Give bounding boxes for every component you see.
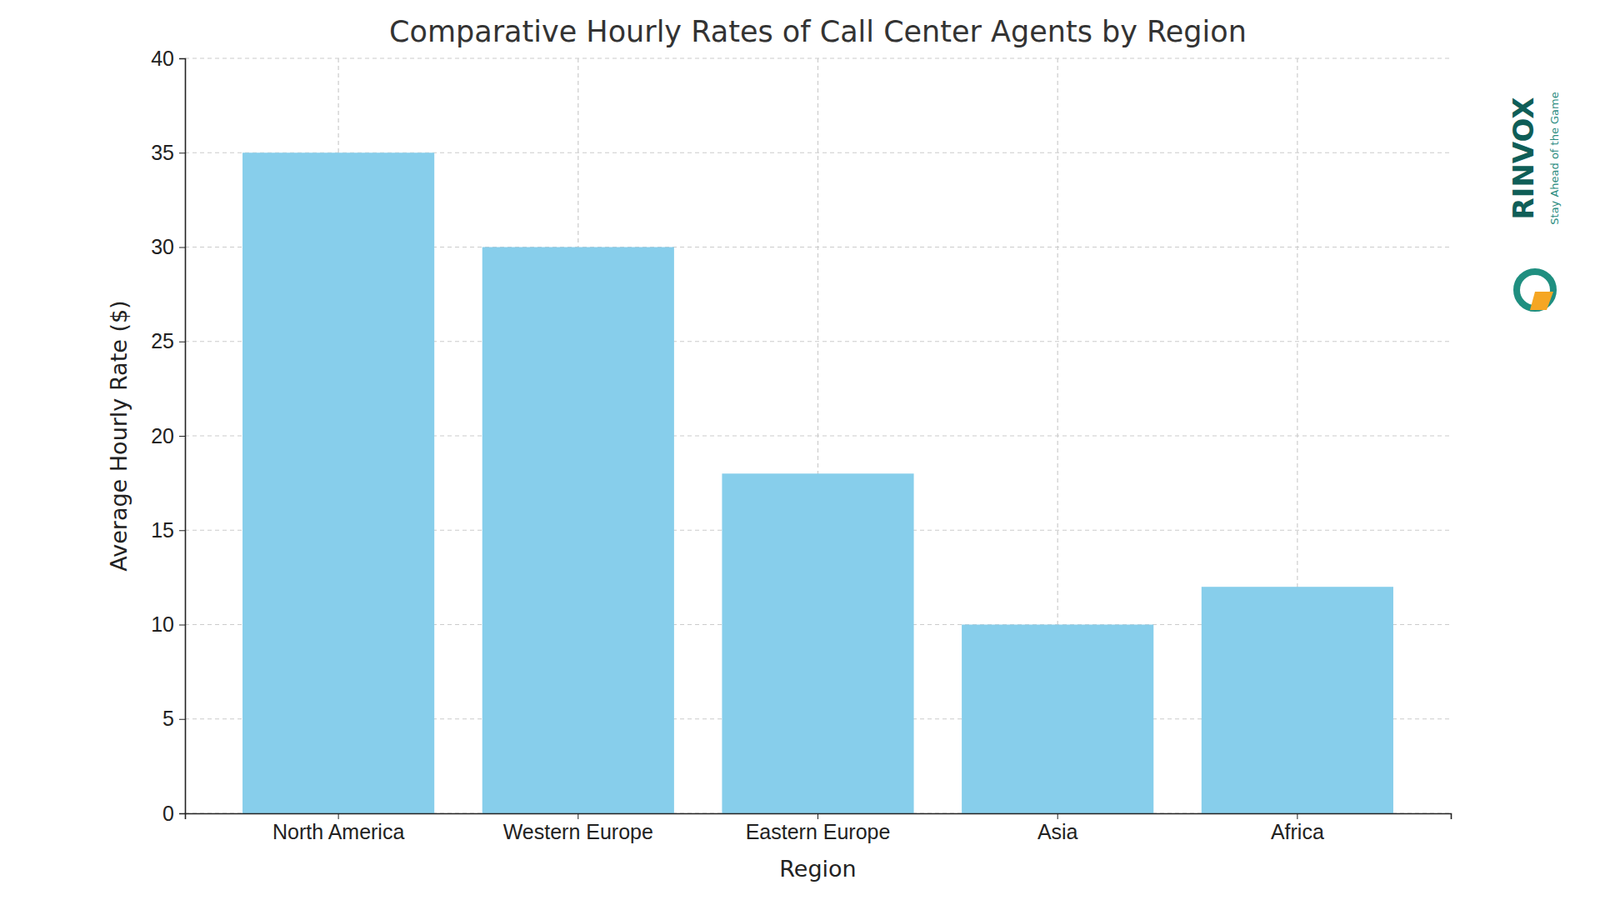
y-axis-line — [179, 59, 186, 815]
x-tick-mark — [577, 813, 579, 820]
bar — [482, 247, 675, 815]
y-tick-label: 0 — [162, 801, 175, 825]
grid — [185, 58, 1451, 814]
bar — [961, 625, 1154, 815]
y-tick: 0 — [162, 801, 185, 825]
y-tick-mark — [179, 341, 185, 343]
y-tick-mark — [179, 719, 185, 720]
x-tick-label: Asia — [1037, 820, 1079, 844]
x-axis-line — [185, 814, 1452, 820]
y-tick: 30 — [150, 235, 185, 259]
y-tick-mark — [179, 813, 185, 815]
y-axis-title: Average Hourly Rate ($) — [105, 300, 132, 571]
y-tick: 5 — [162, 706, 185, 730]
x-tick: Asia — [1037, 813, 1079, 844]
y-tick-label: 25 — [150, 329, 175, 353]
y-tick: 10 — [150, 612, 185, 636]
logo-tagline: Stay Ahead of the Game — [1548, 91, 1561, 225]
bars — [242, 152, 1394, 814]
y-tick-mark — [179, 152, 185, 154]
y-tick-label: 30 — [150, 235, 175, 259]
y-tick-mark — [179, 247, 185, 249]
y-tick: 15 — [150, 518, 185, 542]
logo-icon — [1516, 271, 1554, 310]
x-tick-label: Eastern Europe — [745, 820, 891, 844]
x-tick: North America — [272, 813, 405, 844]
y-tick-mark — [179, 58, 185, 60]
y-tick-label: 20 — [150, 424, 175, 448]
title: Comparative Hourly Rates of Call Center … — [389, 15, 1247, 49]
x-tick: Eastern Europe — [745, 813, 891, 844]
x-tick-mark — [817, 813, 819, 820]
y-tick: 20 — [150, 424, 185, 448]
y-tick-label: 40 — [150, 46, 175, 70]
x-tick-mark — [1057, 813, 1059, 820]
logo: RINVOX Stay Ahead of the Game — [1506, 91, 1561, 225]
y-tick-mark — [179, 435, 185, 437]
x-tick: Africa — [1270, 813, 1325, 844]
y-tick: 25 — [150, 329, 185, 353]
y-tick: 40 — [150, 46, 185, 70]
y-tick-label: 15 — [150, 518, 175, 542]
x-tick: Western Europe — [503, 813, 654, 844]
x-axis-title: Region — [779, 855, 856, 882]
y-tick-mark — [179, 625, 185, 626]
bar — [721, 473, 914, 814]
y-tick-mark — [179, 530, 185, 531]
y-tick-label: 5 — [162, 706, 175, 730]
y-axis: 0 5 10 15 20 25 30 35 40 — [150, 46, 185, 825]
y-tick-label: 35 — [150, 140, 175, 165]
x-tick-mark — [1296, 813, 1298, 820]
bar — [242, 152, 435, 814]
logo-icon-shape — [1530, 291, 1554, 310]
x-tick-label: North America — [272, 820, 405, 844]
bar — [1201, 586, 1394, 814]
chart: 0 5 10 15 20 25 30 35 40 North America Western Eur… — [0, 0, 1600, 900]
y-tick: 35 — [150, 140, 185, 165]
x-axis: North America Western Europe Eastern Europ… — [185, 813, 1452, 844]
x-tick-label: Western Europe — [503, 820, 654, 844]
logo-name: RINVOX — [1506, 97, 1540, 220]
x-tick-label: Africa — [1270, 820, 1325, 844]
x-tick-mark — [338, 813, 340, 820]
y-tick-label: 10 — [150, 612, 175, 636]
